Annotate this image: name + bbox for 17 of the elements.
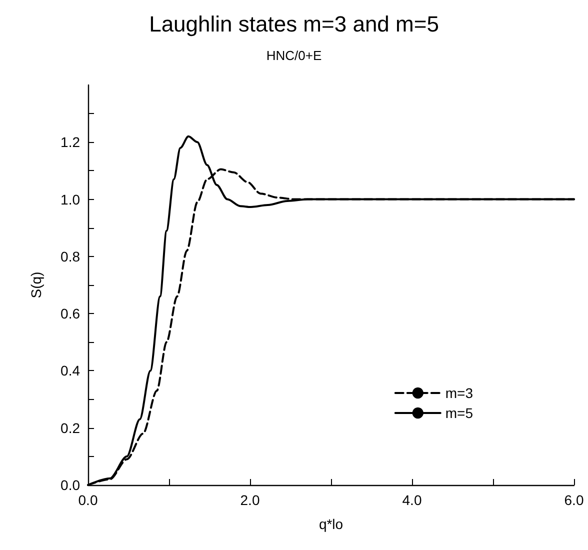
y-axis-title: S(q) (28, 272, 44, 298)
x-tick-label: 4.0 (402, 492, 422, 508)
y-tick-label: 0.4 (60, 362, 80, 379)
y-tick-label: 0.0 (60, 477, 80, 493)
legend-label: m=5 (445, 405, 474, 421)
y-tick-label: 0.2 (60, 420, 80, 436)
y-tick-label: 0.6 (60, 306, 80, 322)
x-tick-label: 6.0 (564, 492, 584, 508)
chart-title: Laughlin states m=3 and m=5 (149, 12, 439, 36)
y-tick-label: 1.0 (60, 191, 80, 208)
x-tick-label: 2.0 (240, 492, 260, 508)
y-tick-label: 0.8 (60, 248, 80, 264)
legend-label: m=3 (445, 385, 474, 401)
y-tick-label: 1.2 (60, 134, 80, 150)
x-axis-title: q*lo (318, 516, 344, 532)
x-tick-label: 0.0 (78, 492, 98, 508)
chart-subtitle: HNC/0+E (266, 48, 322, 63)
